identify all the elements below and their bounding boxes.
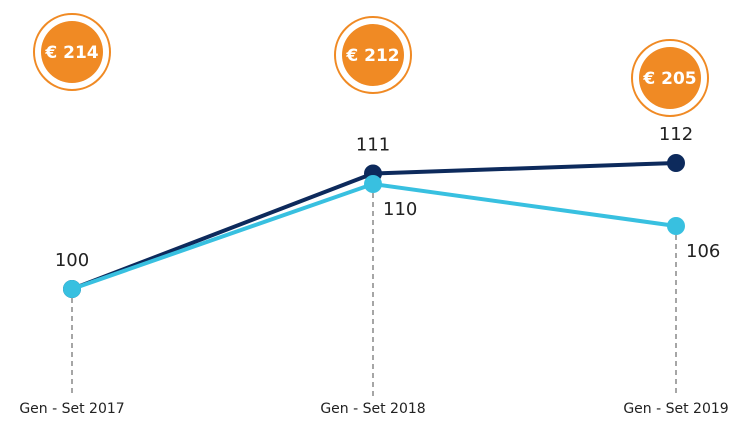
- badge-label: € 212: [345, 46, 399, 66]
- point: [667, 217, 685, 235]
- point: [63, 280, 81, 298]
- badge: [41, 21, 103, 83]
- data-label: 100: [55, 250, 89, 271]
- point: [364, 175, 382, 193]
- x-tick-label: Gen - Set 2017: [19, 401, 124, 417]
- data-label: 112: [659, 124, 693, 145]
- data-label: 111: [356, 135, 390, 156]
- badge-label: € 205: [642, 69, 696, 89]
- data-label: 106: [686, 241, 720, 262]
- data-label: 110: [383, 199, 417, 220]
- point: [667, 154, 685, 172]
- x-tick-label: Gen - Set 2019: [623, 401, 728, 417]
- badge-label: € 214: [44, 43, 98, 63]
- badge: [342, 24, 404, 86]
- series-line: [71, 181, 677, 291]
- badge: [639, 47, 701, 109]
- x-tick-label: Gen - Set 2018: [320, 401, 425, 417]
